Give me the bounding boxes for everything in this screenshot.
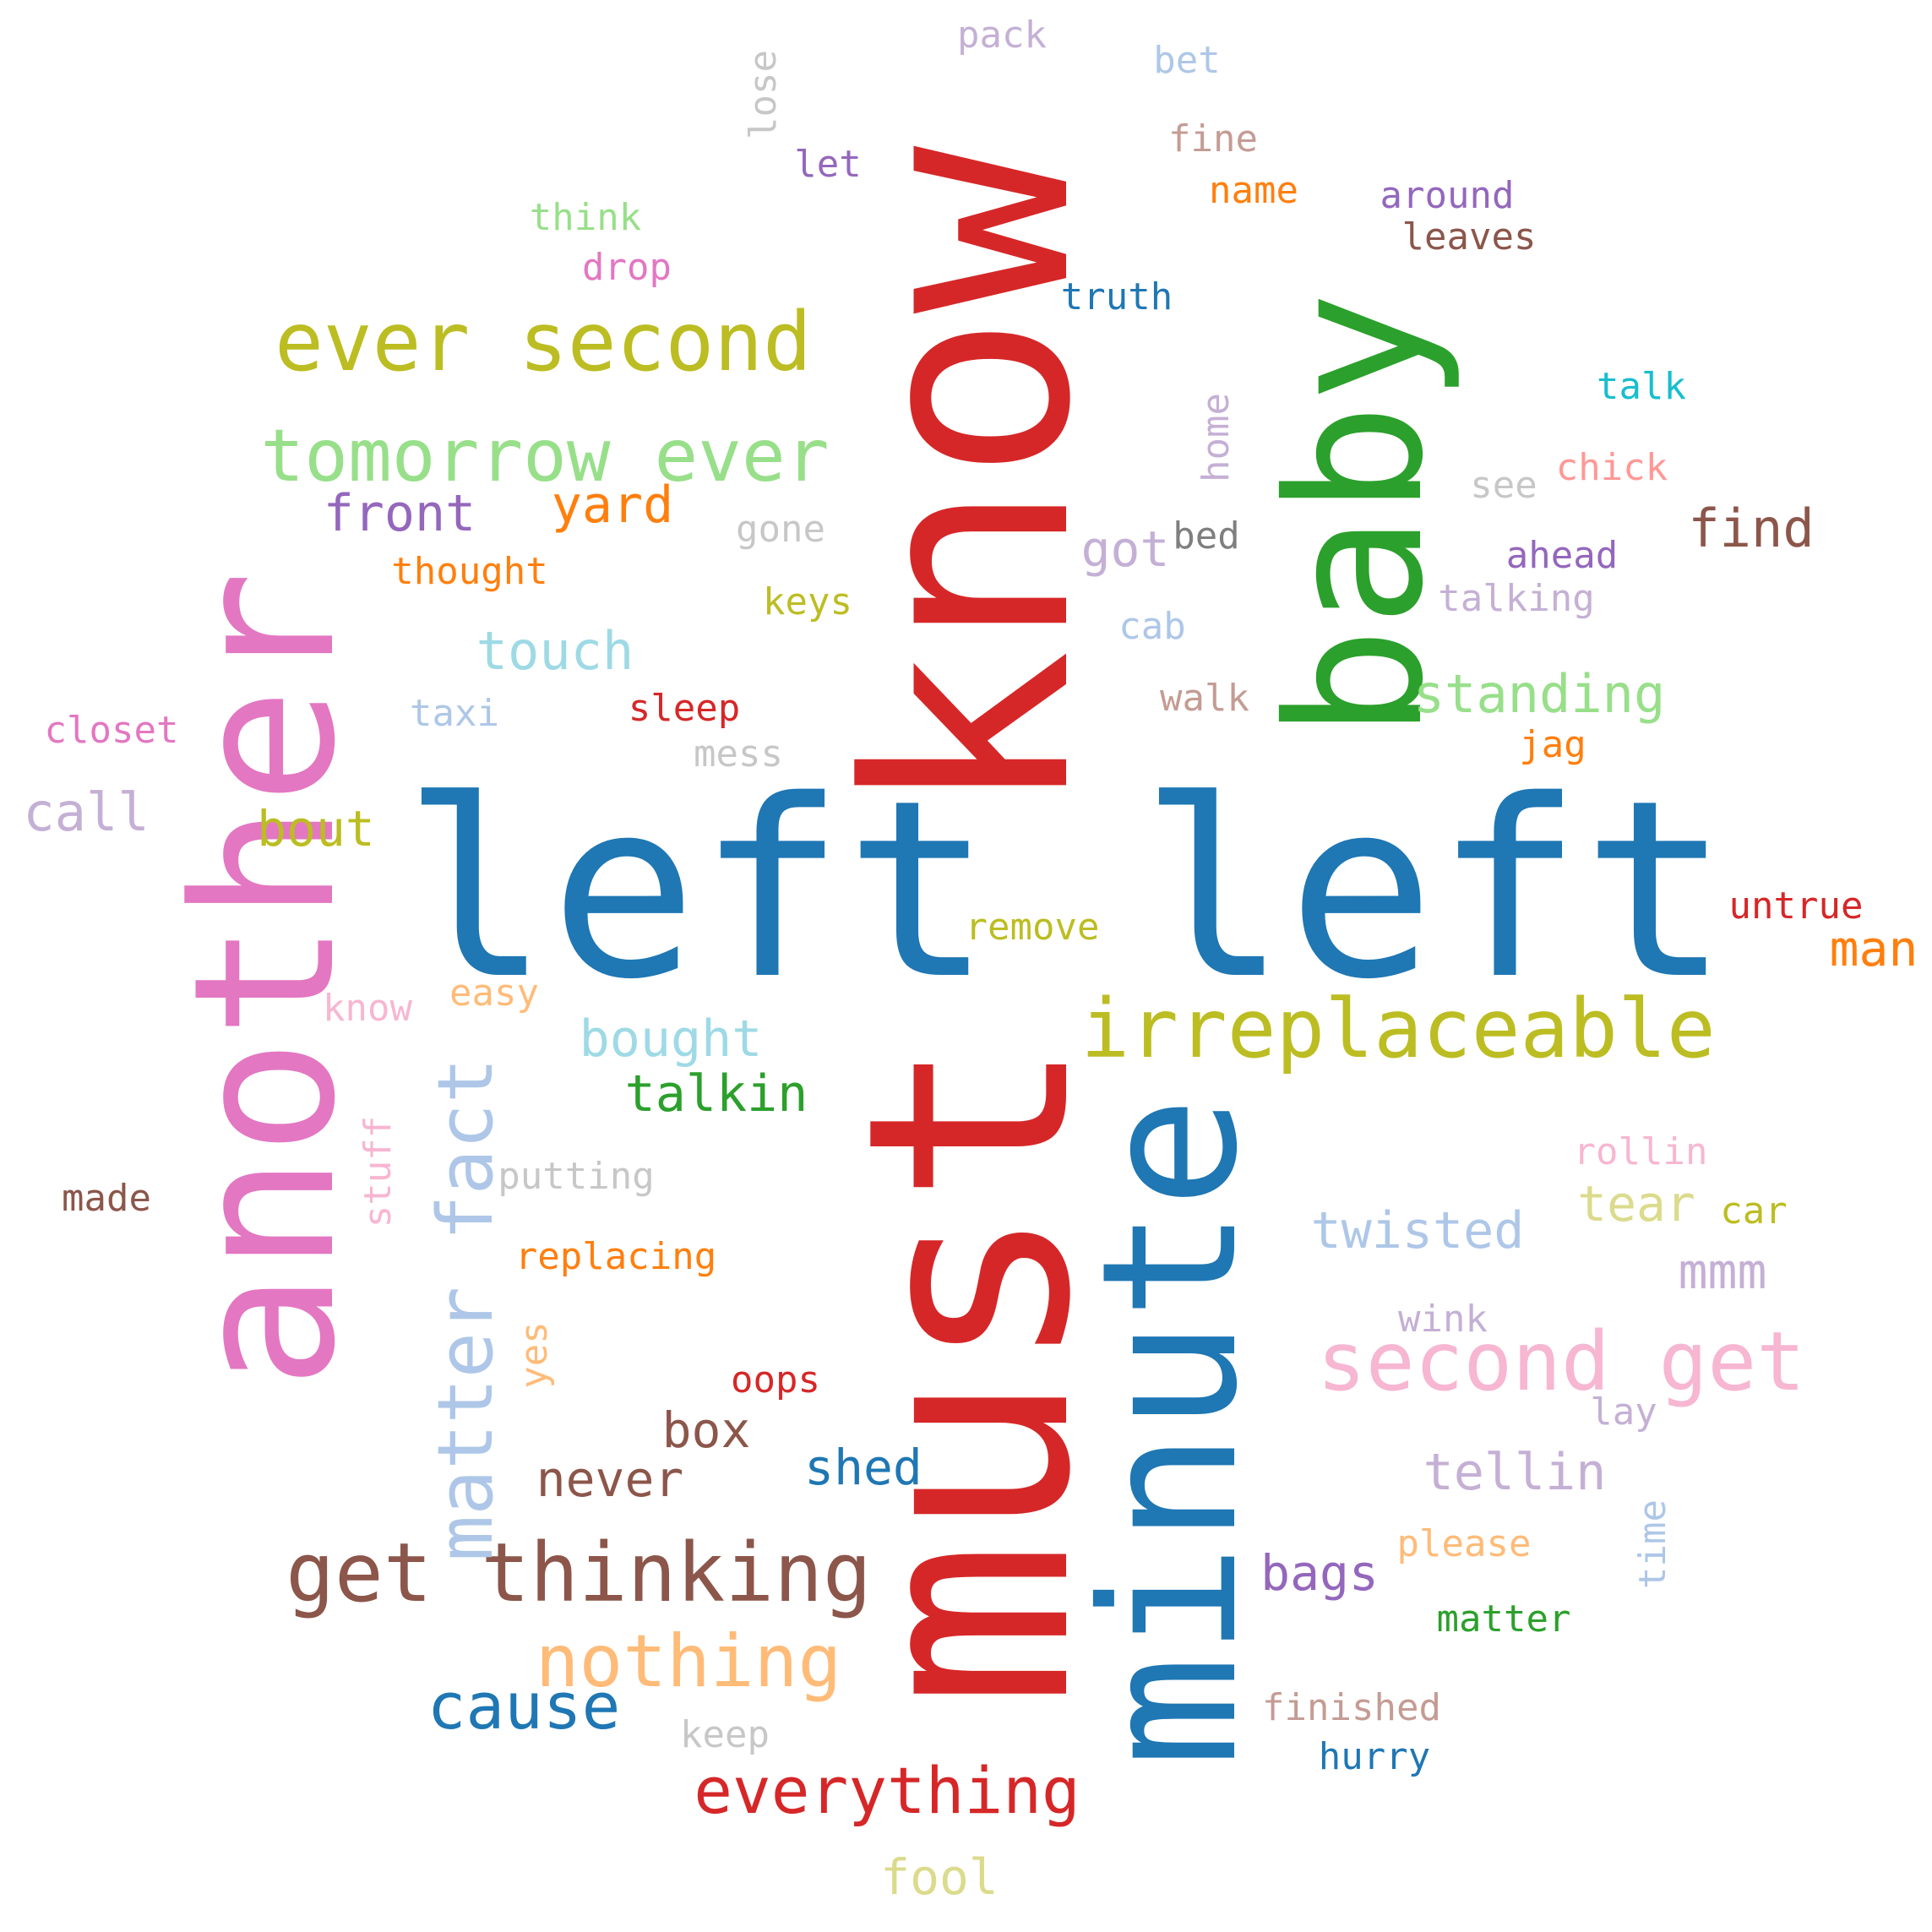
- word-drop: drop: [582, 246, 672, 289]
- word-tellin: tellin: [1423, 1443, 1607, 1502]
- word-second-get: second get: [1317, 1314, 1805, 1409]
- word-bout: bout: [257, 800, 375, 857]
- word-front: front: [323, 484, 476, 543]
- word-jag: jag: [1519, 723, 1586, 766]
- word-matter-fact: matter fact: [422, 1057, 510, 1562]
- word-made: made: [62, 1177, 151, 1220]
- word-bed: bed: [1173, 514, 1240, 558]
- word-untrue: untrue: [1728, 884, 1864, 928]
- word-oops: oops: [731, 1358, 820, 1401]
- word-keys: keys: [763, 580, 852, 623]
- word-sleep: sleep: [628, 687, 741, 730]
- word-mmm: mmm: [1678, 1243, 1767, 1300]
- word-putting: putting: [498, 1155, 655, 1198]
- word-home: home: [1195, 393, 1238, 482]
- word-cause: cause: [427, 1668, 621, 1744]
- word-closet: closet: [44, 709, 179, 752]
- word-keep: keep: [680, 1713, 770, 1756]
- word-standing: standing: [1412, 663, 1666, 725]
- word-box: box: [661, 1401, 751, 1459]
- word-truth: truth: [1060, 275, 1173, 318]
- word-thought: thought: [391, 550, 548, 593]
- word-never: never: [536, 1450, 684, 1508]
- word-irreplaceable: irreplaceable: [1080, 982, 1716, 1076]
- word-lay: lay: [1590, 1390, 1657, 1434]
- word-see: see: [1470, 464, 1537, 507]
- word-left-left: left left: [402, 748, 1730, 1033]
- word-nothing: nothing: [535, 1619, 842, 1704]
- word-call: call: [23, 781, 150, 843]
- word-hurry: hurry: [1318, 1735, 1431, 1778]
- word-pack: pack: [957, 14, 1047, 57]
- word-talk: talk: [1597, 365, 1686, 408]
- word-walk: walk: [1160, 677, 1249, 720]
- word-please: please: [1396, 1522, 1532, 1565]
- word-time: time: [1631, 1499, 1674, 1589]
- word-know: know: [323, 987, 412, 1030]
- word-minute: minute: [1062, 1096, 1278, 1768]
- word-twisted: twisted: [1310, 1201, 1525, 1260]
- word-yes: yes: [513, 1321, 556, 1389]
- word-name: name: [1209, 169, 1298, 212]
- word-fool: fool: [880, 1848, 999, 1906]
- word-matter: matter: [1436, 1597, 1571, 1641]
- word-finished: finished: [1262, 1686, 1441, 1729]
- word-find: find: [1688, 498, 1815, 559]
- word-fine: fine: [1168, 117, 1258, 161]
- word-ahead: ahead: [1505, 534, 1619, 577]
- word-got: got: [1080, 520, 1170, 578]
- word-gone: gone: [736, 508, 825, 551]
- word-tear: tear: [1577, 1175, 1695, 1233]
- word-let: let: [794, 143, 862, 186]
- word-bet: bet: [1153, 39, 1221, 82]
- word-know: know: [808, 145, 1132, 818]
- word-easy: easy: [449, 971, 539, 1015]
- word-stuff: stuff: [356, 1115, 400, 1228]
- word-ever-second: ever second: [275, 295, 812, 389]
- word-remove: remove: [965, 906, 1100, 949]
- word-leaves: leaves: [1401, 215, 1537, 259]
- word-talkin: talkin: [624, 1064, 808, 1124]
- word-lose: lose: [742, 50, 785, 139]
- word-cab: cab: [1118, 605, 1186, 648]
- word-chick: chick: [1555, 446, 1668, 489]
- word-wink: wink: [1398, 1298, 1488, 1341]
- word-touch: touch: [476, 620, 634, 682]
- word-man: man: [1829, 920, 1918, 977]
- word-get-thinking: get thinking: [286, 1526, 872, 1620]
- word-bought: bought: [579, 1010, 763, 1069]
- word-bags: bags: [1260, 1544, 1379, 1602]
- word-think: think: [529, 196, 642, 239]
- word-car: car: [1720, 1189, 1788, 1233]
- word-taxi: taxi: [410, 692, 499, 735]
- word-talking: talking: [1438, 577, 1595, 620]
- word-yard: yard: [551, 476, 674, 535]
- word-everything: everything: [694, 1753, 1080, 1828]
- word-mess: mess: [694, 732, 783, 776]
- word-shed: shed: [804, 1439, 922, 1496]
- word-tomorrow-ever: tomorrow ever: [260, 414, 830, 498]
- word-rollin: rollin: [1573, 1130, 1708, 1173]
- word-replacing: replacing: [514, 1235, 717, 1278]
- word-around: around: [1380, 174, 1515, 217]
- word-another: another: [153, 570, 378, 1390]
